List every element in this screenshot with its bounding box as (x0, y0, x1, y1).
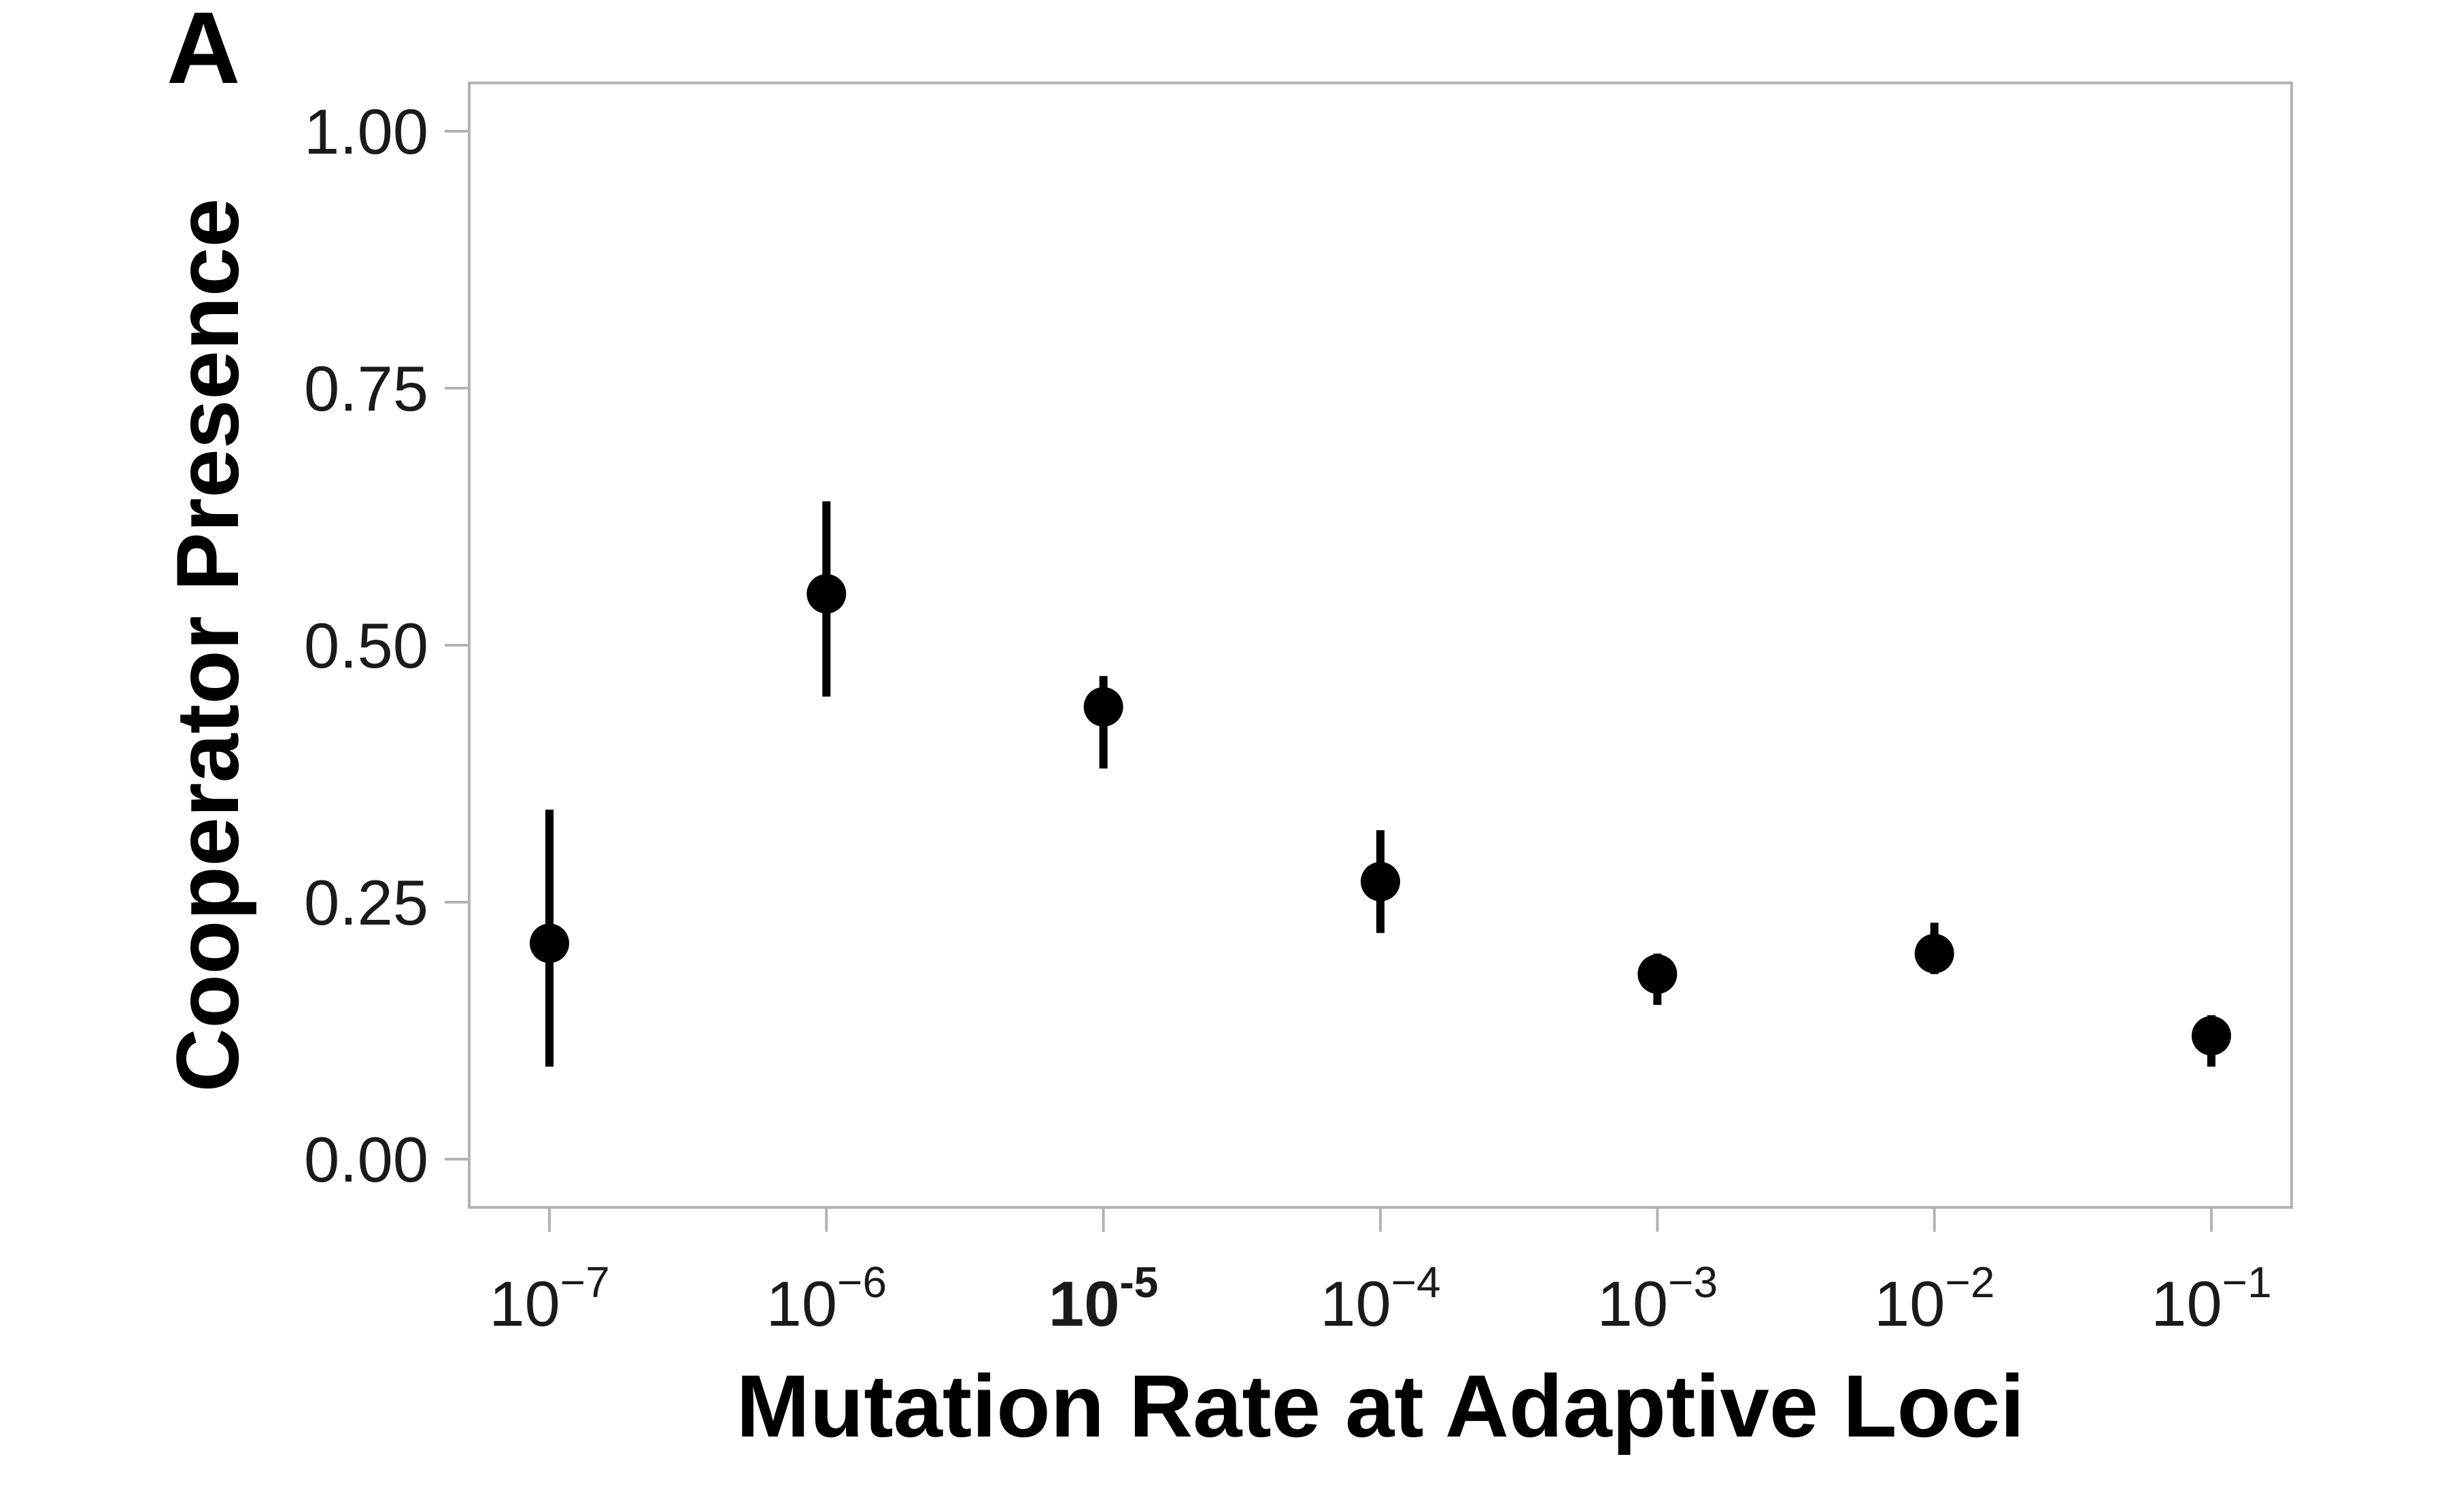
x-axis-title: Mutation Rate at Adaptive Loci (736, 1356, 2025, 1456)
x-tick-label: 10−1 (2151, 1258, 2272, 1339)
y-tick-label: 0.00 (304, 1124, 428, 1195)
data-point (1637, 954, 1678, 994)
data-point (806, 574, 847, 614)
x-axis: 10−7 10−6 10-5 10−4 10−3 10−2 10−1 (489, 1207, 2272, 1339)
y-tick-label: 0.25 (304, 867, 428, 938)
x-tick-exponent: −7 (560, 1258, 610, 1307)
x-tick-label: 10−2 (1874, 1258, 1995, 1339)
x-tick-exponent: -5 (1119, 1258, 1158, 1307)
panel-label: A (167, 0, 240, 105)
x-tick-base: 10 (1597, 1268, 1669, 1339)
x-tick-label: 10-5 (1049, 1258, 1158, 1339)
x-tick-exponent: −6 (837, 1258, 887, 1307)
x-tick-label: 10−4 (1320, 1258, 1441, 1339)
y-tick-label: 0.50 (304, 610, 428, 681)
x-tick-exponent: −2 (1945, 1258, 1994, 1307)
plot-frame (468, 82, 2293, 1209)
data-point (2192, 1016, 2231, 1056)
x-tick-exponent: −3 (1668, 1258, 1718, 1307)
x-tick-base: 10 (2151, 1268, 2222, 1339)
x-tick-base: 10 (1049, 1268, 1120, 1339)
y-axis-title: Cooperator Presence (158, 199, 257, 1093)
x-tick-label: 10−6 (766, 1258, 887, 1339)
x-tick-exponent: −1 (2222, 1258, 2272, 1307)
y-tick-label: 1.00 (304, 96, 428, 167)
x-tick-base: 10 (489, 1268, 560, 1339)
data-point (1914, 933, 1954, 974)
data-point (530, 923, 569, 963)
data-point (1361, 861, 1400, 901)
y-axis: 0.00 0.25 0.50 0.75 1.00 (304, 96, 469, 1195)
x-tick-base: 10 (766, 1268, 838, 1339)
data-points (530, 501, 2231, 1067)
y-tick-label: 0.75 (304, 353, 428, 424)
x-tick-base: 10 (1320, 1268, 1391, 1339)
x-tick-label: 10−3 (1597, 1258, 1718, 1339)
x-tick-base: 10 (1874, 1268, 1945, 1339)
x-tick-label: 10−7 (489, 1258, 610, 1339)
x-tick-exponent: −4 (1391, 1258, 1441, 1307)
data-point (1083, 687, 1123, 727)
